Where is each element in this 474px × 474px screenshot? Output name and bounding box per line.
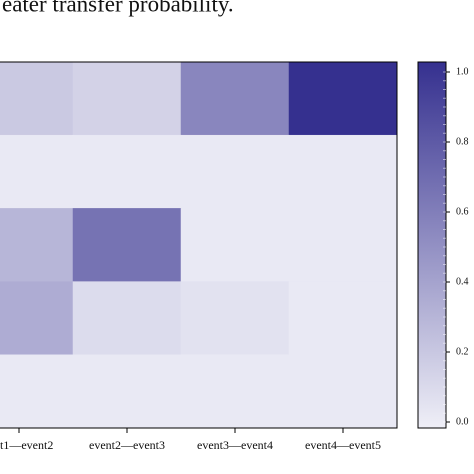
heat-cell <box>72 134 182 209</box>
heat-cell <box>180 61 290 136</box>
colorbar-tick-label: 0.2 <box>456 346 469 357</box>
x-tick-label: t1—event2 <box>0 438 53 452</box>
colorbar-tick-label: 1.0 <box>456 66 469 77</box>
heat-cell <box>288 281 398 356</box>
heat-cell <box>72 208 182 282</box>
colorbar-tick-label: 0.8 <box>456 136 469 147</box>
heat-cell <box>180 354 290 429</box>
heat-cell <box>0 281 74 356</box>
heat-cell <box>72 61 182 136</box>
plot-frame <box>0 61 398 429</box>
heat-cell <box>180 208 290 282</box>
heat-cell <box>288 134 398 209</box>
heat-cell <box>0 61 74 136</box>
colorbar-tick-label: 0.4 <box>456 276 469 287</box>
heat-cell <box>0 208 74 282</box>
x-tick-label: event3—event4 <box>197 438 273 452</box>
heat-cell <box>72 354 182 429</box>
x-tick-label: event4—event5 <box>305 438 381 452</box>
heat-cell <box>72 281 182 356</box>
heat-cell <box>288 208 398 282</box>
x-tick-label: event2—event3 <box>89 438 165 452</box>
heat-cell <box>288 61 398 136</box>
colorbar-tick-label: 0.6 <box>456 206 469 217</box>
heat-cell <box>288 354 398 429</box>
heat-cell <box>180 134 290 209</box>
heat-cell <box>0 354 74 429</box>
colorbar-tick-label: 0.0 <box>456 416 469 427</box>
chart-title: eater transfer probability. <box>2 0 234 16</box>
heat-cell <box>0 134 74 209</box>
colorbar <box>417 61 447 429</box>
heat-cell <box>180 281 290 356</box>
